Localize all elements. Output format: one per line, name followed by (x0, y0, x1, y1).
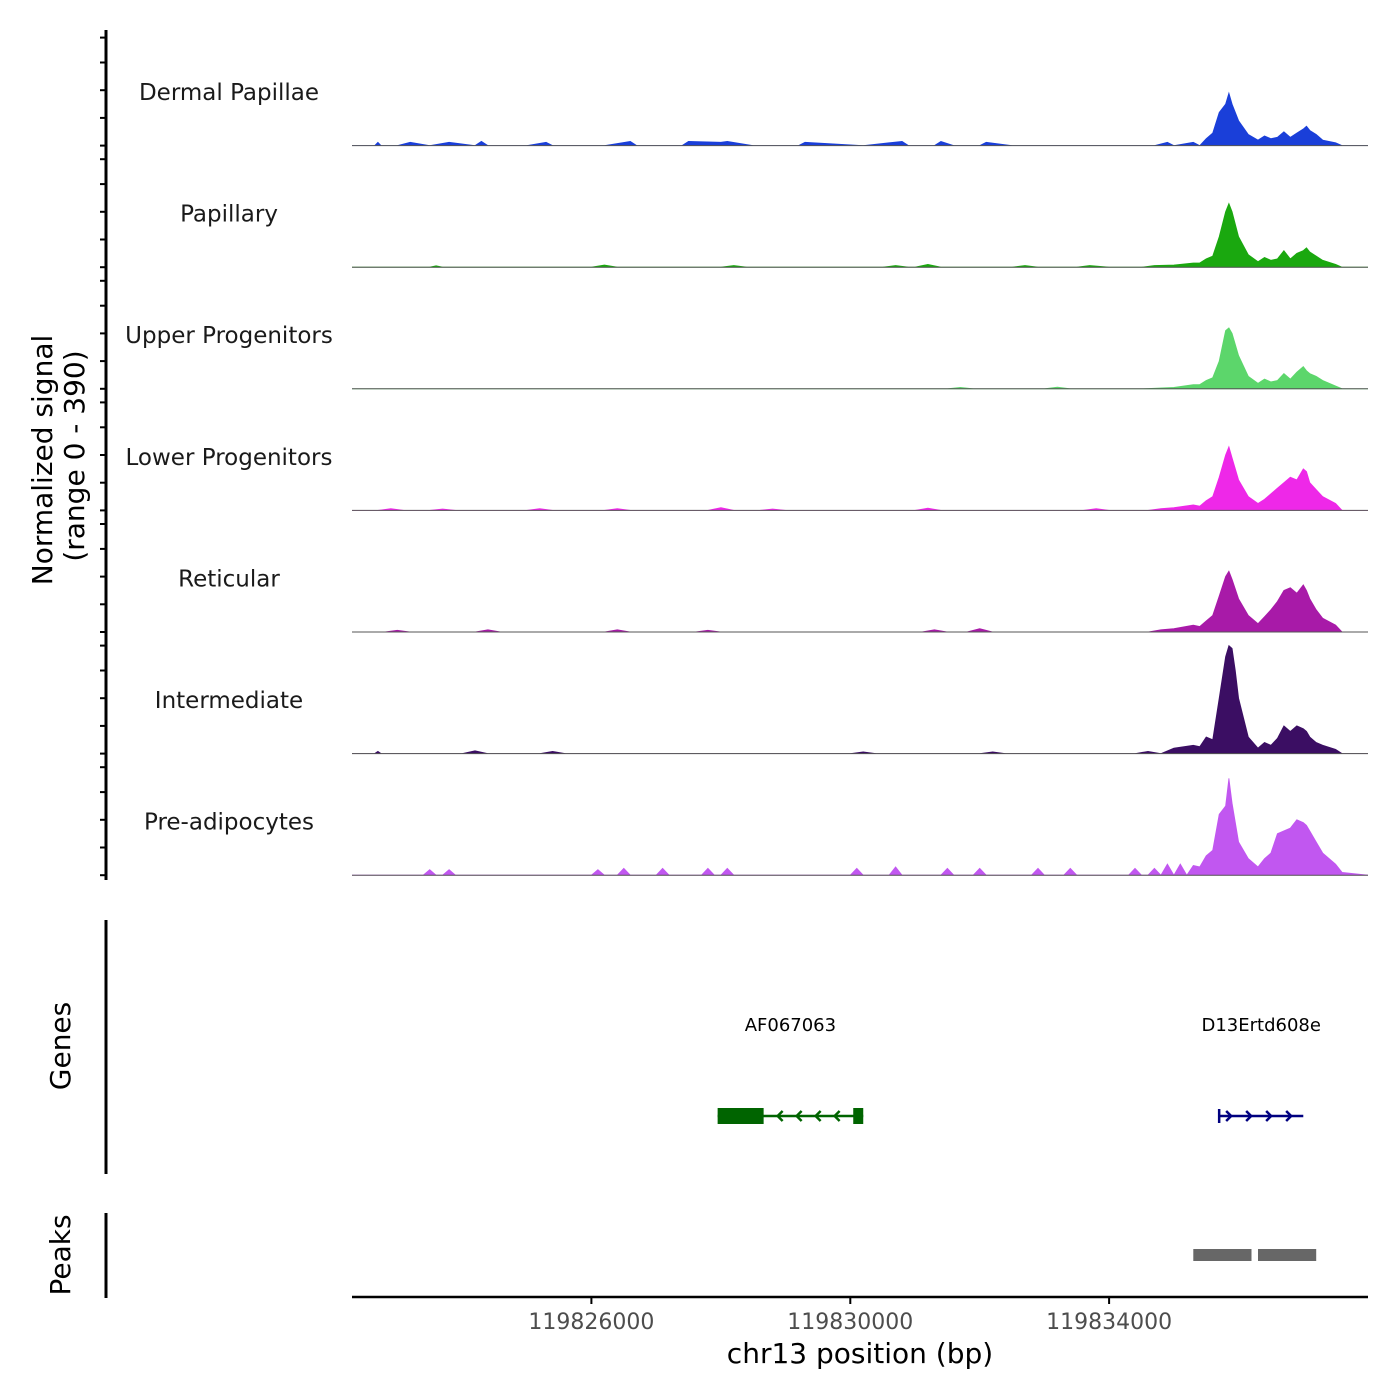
track-6: Pre-adipocytes (144, 778, 1369, 876)
coverage-area (352, 445, 1368, 511)
track-4: Reticular (178, 566, 1368, 633)
strand-arrow (775, 1110, 784, 1122)
genes-panel-label: Genes (44, 1002, 77, 1090)
track-3: Lower Progenitors (126, 445, 1368, 511)
track-label: Pre-adipocytes (144, 810, 314, 836)
strand-arrow (1225, 1110, 1233, 1122)
coverage-area (352, 327, 1368, 390)
coverage-area (352, 644, 1368, 755)
track-label: Intermediate (155, 688, 303, 714)
signal-y-axis (100, 30, 108, 880)
track-1: Papillary (180, 202, 1368, 268)
strand-arrow (794, 1110, 803, 1122)
strand-arrow (832, 1110, 841, 1122)
gene-model: D13Ertd608e (1201, 1015, 1321, 1123)
gene-model: AF067063 (717, 1015, 864, 1124)
coverage-area (352, 778, 1369, 876)
x-tick-label: 119830000 (787, 1310, 913, 1335)
peak-block (1193, 1249, 1252, 1261)
track-label: Lower Progenitors (126, 445, 333, 471)
strand-arrow (813, 1110, 822, 1122)
track-label: Reticular (178, 566, 280, 592)
track-label: Upper Progenitors (125, 323, 333, 349)
x-tick-label: 119834000 (1046, 1310, 1172, 1335)
strand-arrow (1245, 1110, 1253, 1122)
track-2: Upper Progenitors (125, 323, 1368, 390)
y-axis-range-label: (range 0 - 390) (58, 350, 91, 561)
gene-label: D13Ertd608e (1201, 1015, 1320, 1036)
x-axis-title: chr13 position (bp) (727, 1337, 993, 1370)
gene-label: AF067063 (745, 1015, 836, 1036)
track-label: Papillary (180, 202, 278, 228)
peak-track (1193, 1249, 1317, 1261)
x-axis-ticks: 119826000 119830000 119834000 (528, 1297, 1172, 1335)
gene-exon (853, 1108, 864, 1124)
peaks-panel-label: Peaks (44, 1214, 77, 1295)
track-label: Dermal Papillae (139, 80, 319, 106)
track-0: Dermal Papillae (139, 80, 1368, 147)
x-tick-label: 119826000 (528, 1310, 654, 1335)
gene-exon (717, 1108, 764, 1124)
coverage-area (352, 570, 1368, 633)
coverage-tracks: Dermal Papillae Papillary Upper Progenitor… (125, 80, 1369, 876)
strand-arrow (1265, 1110, 1273, 1122)
coverage-area (352, 202, 1368, 268)
strand-arrow (1285, 1110, 1293, 1122)
track-5: Intermediate (155, 644, 1368, 755)
peak-block (1258, 1249, 1317, 1261)
y-axis-title: Normalized signal (26, 335, 59, 586)
gene-annotation-track: AF067063 D13Ertd608e (717, 1015, 1321, 1124)
coverage-area (352, 91, 1368, 147)
